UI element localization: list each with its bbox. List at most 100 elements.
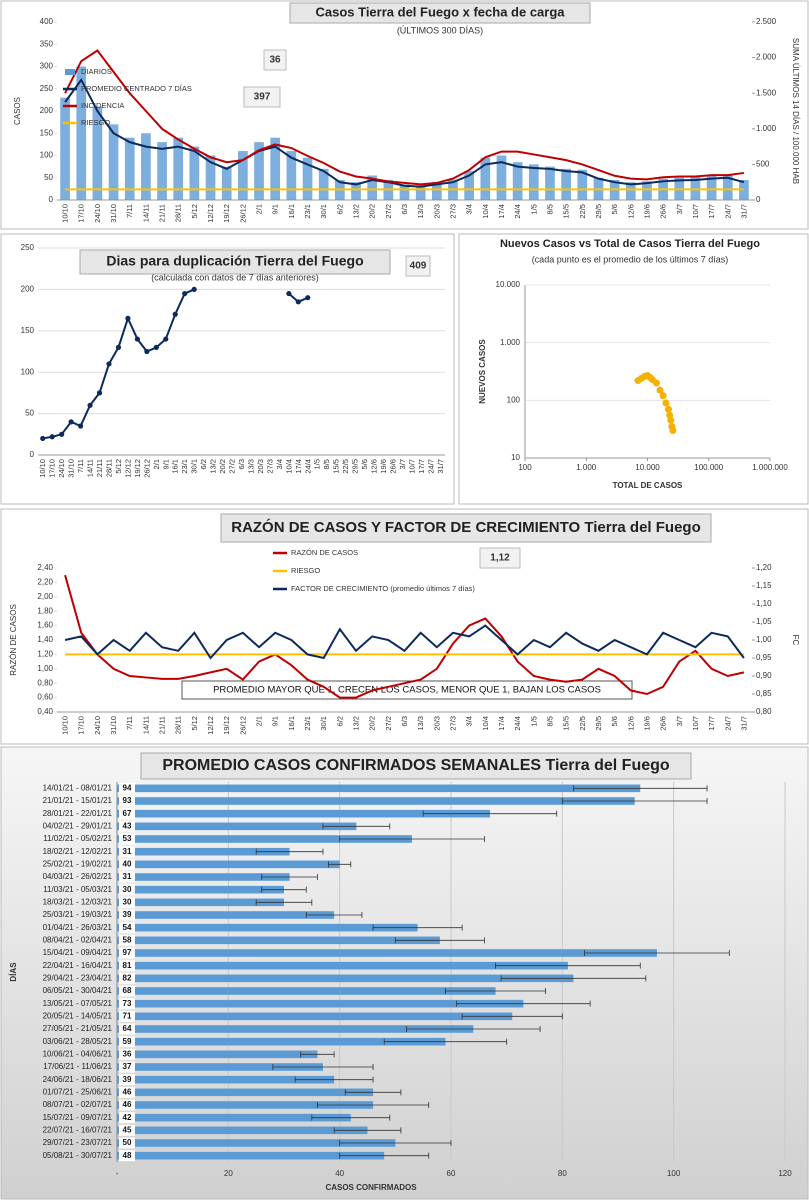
bar (254, 142, 264, 200)
x-tick-label: 10/10 (61, 204, 70, 223)
x-tick-label: 10.000 (635, 463, 660, 472)
y2-tick-label: 1,15 (756, 581, 772, 590)
value-label-box (119, 1124, 135, 1136)
y-tick-label: 1,20 (37, 650, 53, 659)
x-tick-label: 3/4 (465, 716, 474, 726)
x-tick-label: 6/2 (199, 459, 208, 469)
value-label-box (119, 1099, 135, 1111)
bar (117, 999, 524, 1008)
point (669, 426, 677, 434)
point (144, 348, 150, 355)
title-box (220, 513, 712, 543)
x-tick-label: 6/3 (400, 204, 409, 214)
point (153, 344, 159, 350)
x-tick-label: 10/10 (38, 459, 47, 478)
y-tick-label: 25/03/21 - 19/03/21 (43, 910, 113, 919)
x-tick-label: 23/1 (303, 716, 312, 731)
x-tick-label: 17/4 (294, 459, 303, 474)
y2-tick-label: 1.000 (756, 124, 777, 133)
x-tick-label: 100 (518, 463, 532, 472)
x-tick-label: 5/6 (610, 716, 619, 726)
x-tick-label: 8/5 (545, 204, 554, 214)
x-tick-label: 24/7 (426, 459, 435, 474)
y-tick-label: 11/02/21 - 05/02/21 (43, 834, 112, 843)
x-tick-label: 26/6 (388, 459, 397, 474)
point (40, 435, 46, 442)
x-tick-label: 24/7 (723, 204, 732, 219)
error-bar (372, 924, 463, 931)
value-label: 46 (123, 1100, 132, 1109)
bar (117, 911, 335, 919)
x-tick-label: 6/3 (237, 459, 246, 469)
y2-tick-label: 1,00 (756, 635, 772, 644)
annotation-box (243, 86, 281, 108)
value-label: 68 (123, 986, 132, 995)
y-tick-label: 0,60 (37, 693, 53, 702)
y-tick-label: 300 (40, 62, 54, 71)
value-label-box (119, 922, 135, 934)
x-tick-label: 19/12 (222, 204, 231, 223)
x-tick-label: 17/7 (707, 204, 716, 219)
x-tick-label: 10/10 (61, 716, 70, 735)
y-tick-label: 10 (511, 453, 520, 462)
y-tick-label: 27/05/21 - 21/05/21 (43, 1024, 113, 1033)
x-tick-label: 3/7 (675, 204, 684, 214)
x-tick-label: 24/4 (513, 716, 522, 731)
point (96, 390, 103, 396)
y-tick-label: 04/02/21 - 29/01/21 (43, 821, 113, 830)
bar (117, 936, 440, 945)
bar (642, 181, 652, 200)
x-tick-label: 24/4 (513, 204, 522, 219)
x-tick-label: 100.000 (694, 463, 723, 472)
y-tick-label: 20/05/21 - 14/05/21 (43, 1011, 113, 1020)
value-label-box (119, 1010, 135, 1022)
value-label: 40 (123, 859, 132, 868)
x-tick-label: 1/5 (313, 459, 322, 469)
y-tick-label: 100 (21, 367, 35, 376)
legend-label: FACTOR DE CRECIMIENTO (promedio últimos … (291, 584, 475, 593)
value-label: 64 (123, 1024, 132, 1033)
y-tick-label: 50 (25, 409, 34, 418)
bar (117, 797, 635, 805)
bar (117, 1050, 318, 1059)
chart-title: Casos Tierra del Fuego x fecha de carga (315, 4, 565, 19)
panel (458, 233, 809, 505)
value-label-box (119, 972, 135, 984)
x-tick-label: 21/11 (95, 459, 104, 477)
bar (117, 923, 418, 932)
bar (528, 164, 539, 200)
bar (117, 835, 413, 843)
x-tick-label: 30/1 (319, 716, 328, 731)
point (286, 290, 292, 297)
note: PROMEDIO MAYOR QUE 1, CRECEN LOS CASOS, … (213, 685, 601, 696)
chart-title: Nuevos Casos vs Total de Casos Tierra de… (500, 238, 760, 250)
value-label: 82 (123, 973, 132, 982)
bar (399, 184, 410, 200)
x-tick-label: 17/4 (497, 716, 506, 731)
x-tick-label: 14/11 (141, 716, 150, 734)
y-tick-label: 05/08/21 - 30/07/21 (43, 1151, 113, 1160)
y-tick-label: 04/03/21 - 26/02/21 (43, 872, 113, 881)
y-tick-label: 2,20 (37, 578, 53, 587)
y2-tick-label: 0,80 (756, 707, 772, 716)
x-tick-label: 6/2 (335, 204, 344, 214)
x-tick-label: 24/10 (93, 204, 102, 223)
value-label: 50 (123, 1138, 132, 1147)
x-tick-label: 40 (335, 1169, 344, 1178)
y-tick-label: 10/06/21 - 04/06/21 (43, 1049, 113, 1058)
y-tick-label: 25/02/21 - 19/02/21 (43, 859, 113, 868)
value-label-box (119, 1086, 135, 1098)
y-tick-label: 150 (40, 128, 54, 137)
x-tick-label: 27/2 (384, 204, 393, 219)
y2-axis-label: FC (791, 635, 800, 646)
value-label-box (119, 1023, 135, 1035)
x-tick-label: 22/5 (578, 204, 587, 219)
bar (92, 106, 103, 200)
value-label-box (119, 947, 135, 959)
x-tick-label: 7/11 (125, 716, 134, 730)
point (652, 379, 660, 387)
x-tick-label: 26/12 (142, 459, 151, 478)
x-tick-label: - (116, 1169, 119, 1178)
value-label-box (119, 795, 135, 807)
annotation: 397 (254, 92, 271, 103)
